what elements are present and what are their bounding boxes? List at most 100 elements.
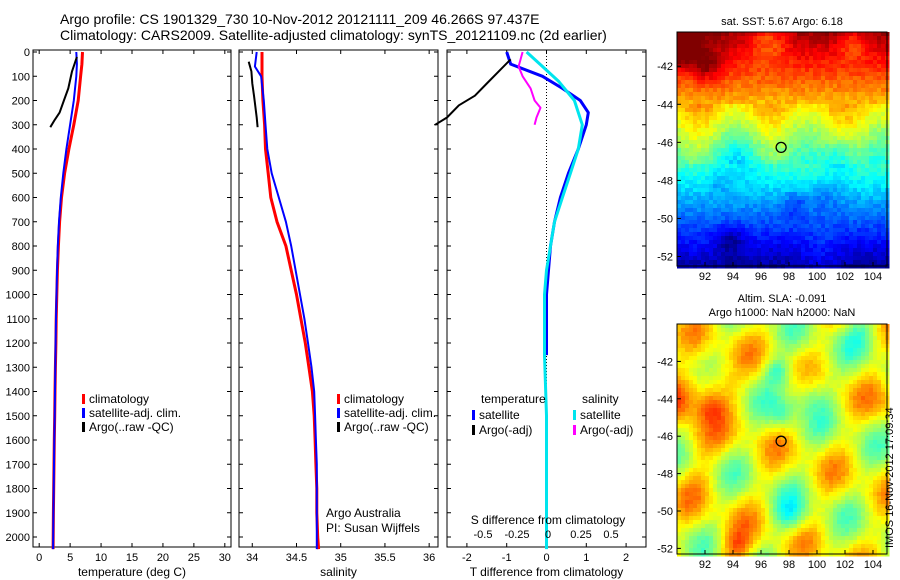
legend-label: satellite-adj. clim. [344,406,436,420]
y-tick-label: 1700 [6,459,30,471]
y-tick-label: 800 [12,241,30,253]
map-y-tick-label: -48 [657,469,673,481]
x-tick-label: 0 [36,552,42,564]
x-tick-label: 35 [335,552,347,564]
series-line [525,50,584,550]
x-tick-label: 35.5 [374,552,395,564]
x-tick-label: 20 [157,552,169,564]
sla-map-title-line2: Argo h1000: NaN h2000: NaN [708,307,856,319]
map-y-tick-label: -46 [657,137,673,149]
y-tick-label: 1900 [6,508,30,520]
map-x-tick-label: 98 [783,559,795,571]
map-x-tick-label: 104 [864,559,882,571]
s-tick-label: -0.5 [474,529,493,541]
argo-location-marker [775,435,787,447]
y-tick-label: 1200 [6,338,30,350]
map-x-tick-label: 94 [727,559,739,571]
y-tick-label: 100 [12,71,30,83]
series-line [52,51,78,550]
x-tick-label: 34 [246,552,258,564]
x-tick-label: 30 [219,552,231,564]
map-y-tick-label: -52 [657,543,673,555]
legend-swatch [337,394,340,404]
legend-label: climatology [344,392,404,406]
y-tick-label: 300 [12,120,30,132]
y-tick-label: 1400 [6,387,30,399]
climatology-title: Climatology: CARS2009. Satellite-adjuste… [60,27,607,43]
y-tick-label: 900 [12,265,30,277]
x-tick-label: -1 [502,552,512,564]
legend-label: climatology [89,392,149,406]
y-tick-label: 1000 [6,290,30,302]
plot-frame-salinity [238,49,439,548]
x-tick-label: 5 [67,552,73,564]
annotation-line: Argo Australia [326,506,401,520]
legend-label: satellite-adj. clim. [89,406,181,420]
map-y-tick-label: -48 [657,175,673,187]
y-tick-label: 1100 [6,314,30,326]
sla_map-frame [676,323,888,555]
legend-swatch [472,425,475,435]
series-line [247,61,259,128]
legend-label: satellite [479,408,520,422]
map-x-tick-label: 100 [808,271,826,283]
map-x-tick-label: 92 [699,271,711,283]
map-y-tick-label: -46 [657,431,673,443]
legend-swatch [573,425,576,435]
y-tick-label: 200 [12,96,30,108]
imos-timestamp: IMOS 16-Nov-2012 17:09:34 [884,407,896,548]
y-tick-label: 1500 [6,411,30,423]
x-tick-label: 2 [623,552,629,564]
legend-swatch [472,410,475,420]
map-x-tick-label: 96 [755,559,767,571]
map-x-tick-label: 92 [699,559,711,571]
map-y-tick-label: -50 [657,506,673,518]
map-y-tick-label: -44 [657,99,673,111]
annotation-line: PI: Susan Wijffels [326,521,420,535]
y-tick-label: 400 [12,144,30,156]
legend-swatch [82,408,85,418]
legend-swatch [82,394,85,404]
map-x-tick-label: 96 [755,271,767,283]
s-tick-label: 0.5 [603,529,618,541]
map-x-tick-label: 102 [836,271,854,283]
legend-swatch [573,410,576,420]
map-x-tick-label: 94 [727,271,739,283]
map-x-tick-label: 102 [836,559,854,571]
y-tick-label: 0 [24,47,30,59]
s-tick-label: 0.25 [570,529,591,541]
series-line [517,51,542,126]
y-tick-label: 500 [12,168,30,180]
map-x-tick-label: 98 [783,271,795,283]
map-x-tick-label: 104 [864,271,882,283]
sla_map-field [677,324,890,557]
legend-header: temperature [481,392,546,406]
legend-label: satellite [580,408,621,422]
x-tick-label: 34.5 [286,552,307,564]
series-line [253,51,318,550]
legend-header: salinity [582,392,619,406]
series-line [434,58,512,126]
x-tick-label: 36 [423,552,435,564]
x-axis-label: salinity [320,565,357,579]
sst_map-field [677,32,890,269]
map-y-tick-label: -52 [657,251,673,263]
sst_map-frame [676,31,888,267]
s-tick-label: 0 [545,529,551,541]
legend-label: Argo(-adj) [479,423,532,437]
legend-swatch [337,408,340,418]
map-y-tick-label: -44 [657,394,673,406]
x-tick-label: 1 [583,552,589,564]
x-axis-label: temperature (deg C) [78,565,186,579]
map-y-tick-label: -42 [657,61,673,73]
sla-map-title-line1: Altim. SLA: -0.091 [737,293,827,305]
x-tick-label: -2 [462,552,472,564]
profile-title: Argo profile: CS 1901329_730 10-Nov-2012… [60,11,540,27]
legend-label: Argo(..raw -QC) [344,420,429,434]
argo-location-marker [775,141,787,154]
sst-map-title: sat. SST: 5.67 Argo: 6.18 [721,16,843,28]
y-tick-label: 600 [12,193,30,205]
legend-swatch [82,422,85,432]
y-tick-label: 2000 [6,532,30,544]
